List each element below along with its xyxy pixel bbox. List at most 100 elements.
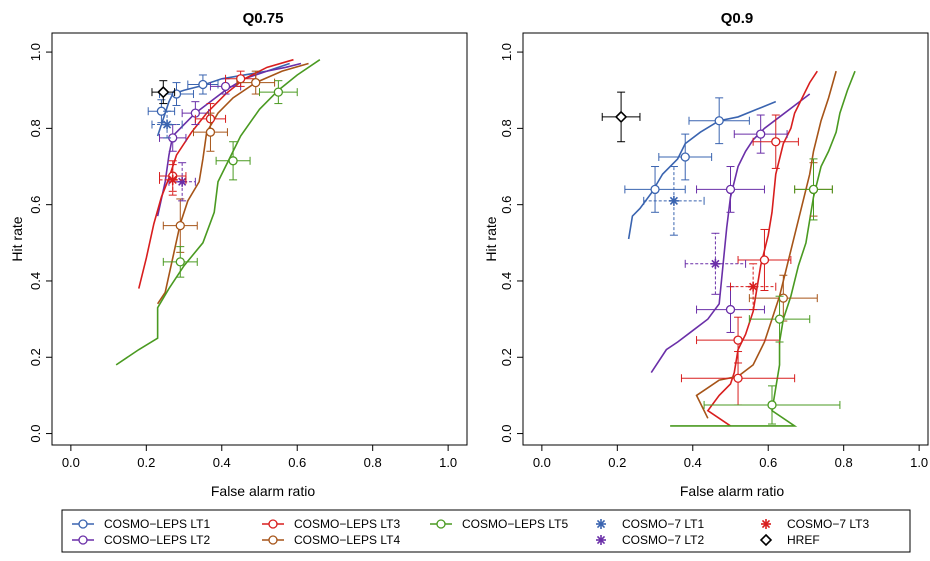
legend-swatch-marker xyxy=(268,535,278,545)
y-axis-label: Hit rate xyxy=(483,216,499,261)
star-stroke xyxy=(596,519,606,529)
legend-label: COSMO−LEPS LT4 xyxy=(294,533,400,547)
star-stroke xyxy=(162,120,172,129)
y-tick-label: 0.2 xyxy=(499,348,514,366)
series-marker xyxy=(235,74,246,84)
series-marker xyxy=(175,257,185,267)
star-marker xyxy=(162,119,173,130)
star-stroke xyxy=(596,535,606,545)
x-tick-label: 0.8 xyxy=(835,455,853,470)
x-axis-label: False alarm ratio xyxy=(680,483,784,499)
x-tick-label: 0.2 xyxy=(137,455,155,470)
series-marker xyxy=(756,129,766,139)
series-marker xyxy=(220,81,231,92)
x-tick-label: 0.4 xyxy=(213,455,231,470)
x-tick-label: 0.0 xyxy=(533,455,551,470)
series-line xyxy=(156,62,302,217)
series-marker xyxy=(759,255,770,265)
series-line xyxy=(627,100,777,240)
legend-label: COSMO−LEPS LT5 xyxy=(462,517,568,531)
x-tick-label: 1.0 xyxy=(439,455,457,470)
plot-area: 0.0 0.2 0.4 0.6 0.8 1.0 0.0 0.2 0.4 0.6 0.8 1.0 xyxy=(28,32,468,470)
star-stroke xyxy=(178,177,187,186)
plot-frame xyxy=(522,32,929,446)
legend-label: COSMO−7 LT1 xyxy=(622,517,704,531)
star-stroke xyxy=(761,519,771,529)
y-axis-label: Hit rate xyxy=(9,216,25,261)
y-tick-label: 0.8 xyxy=(28,119,43,137)
series-marker xyxy=(273,87,284,97)
diamond-marker xyxy=(157,85,170,99)
y-tick-label: 1.0 xyxy=(28,43,43,61)
panel-q09: Q0.9 False alarm ratio Hit rate 0.0 0.2 0.… xyxy=(483,10,929,499)
star-marker xyxy=(748,281,759,292)
y-tick-label: 0.6 xyxy=(28,196,43,214)
series-marker xyxy=(778,293,788,303)
series-line xyxy=(156,62,290,137)
series-marker xyxy=(650,184,660,195)
y-tick-label: 0.4 xyxy=(499,272,514,290)
series-marker xyxy=(771,137,781,147)
series-marker xyxy=(733,373,743,383)
star-stroke xyxy=(669,196,679,205)
x-tick-label: 0.8 xyxy=(364,455,382,470)
series-marker xyxy=(175,220,185,231)
series-marker xyxy=(725,304,736,315)
series-marker xyxy=(725,184,736,195)
y-tick-label: 0.4 xyxy=(28,272,43,290)
y-tick-label: 1.0 xyxy=(499,43,514,61)
y-tick-label: 0.2 xyxy=(28,348,43,366)
x-tick-label: 0.4 xyxy=(684,455,702,470)
legend-swatch-diamond xyxy=(759,533,773,547)
series-line xyxy=(137,58,294,289)
legend-label: COSMO−7 LT2 xyxy=(622,533,704,547)
legend-swatch-marker xyxy=(268,519,278,529)
series-marker xyxy=(733,335,743,345)
star-marker xyxy=(710,258,721,269)
x-tick-label: 0.6 xyxy=(759,455,777,470)
series-marker xyxy=(774,314,785,324)
x-tick-label: 0.0 xyxy=(62,455,80,470)
y-tick-label: 0.0 xyxy=(28,425,43,443)
x-tick-label: 0.6 xyxy=(288,455,306,470)
legend-label: COSMO−LEPS LT3 xyxy=(294,517,400,531)
panel-title: Q0.9 xyxy=(721,10,754,27)
star-stroke xyxy=(711,259,720,268)
plot-frame xyxy=(51,32,468,446)
legend-label: COSMO−LEPS LT2 xyxy=(104,533,210,547)
legend-label: COSMO−LEPS LT1 xyxy=(104,517,210,531)
legend-swatch-star xyxy=(761,519,771,529)
x-tick-label: 0.2 xyxy=(608,455,626,470)
x-tick-label: 1.0 xyxy=(910,455,928,470)
legend-swatch-marker xyxy=(436,519,446,529)
star-marker xyxy=(668,195,679,206)
series-marker xyxy=(205,127,216,137)
legend-swatch-marker xyxy=(78,535,88,545)
series-marker xyxy=(767,400,777,410)
series-line xyxy=(670,70,856,427)
series-line xyxy=(115,59,321,366)
legend-swatch-marker xyxy=(78,519,88,529)
series-marker xyxy=(808,184,819,195)
legend-swatch-star xyxy=(596,519,606,529)
series-marker xyxy=(198,79,208,90)
series-marker xyxy=(171,89,182,99)
legend-label: HREF xyxy=(787,533,820,547)
panel-q075: Q0.75 False alarm ratio Hit rate 0.0 0.2 0… xyxy=(9,10,468,499)
series-marker xyxy=(714,116,724,126)
series-marker xyxy=(228,156,238,166)
legend-label: COSMO−7 LT3 xyxy=(787,517,869,531)
legend-box xyxy=(61,509,911,553)
plot-area: 0.0 0.2 0.4 0.6 0.8 1.0 0.0 0.2 0.4 0.6 0.8 1.0 xyxy=(499,32,929,470)
panel-title: Q0.75 xyxy=(243,10,284,27)
series-marker xyxy=(251,77,261,88)
star-marker xyxy=(167,174,178,185)
star-stroke xyxy=(749,282,758,291)
legend-swatch-star xyxy=(596,535,606,545)
y-tick-label: 0.6 xyxy=(499,196,514,214)
y-tick-label: 0.0 xyxy=(499,425,514,443)
star-stroke xyxy=(168,175,177,184)
x-axis-label: False alarm ratio xyxy=(211,483,315,499)
y-tick-label: 0.8 xyxy=(499,119,514,137)
